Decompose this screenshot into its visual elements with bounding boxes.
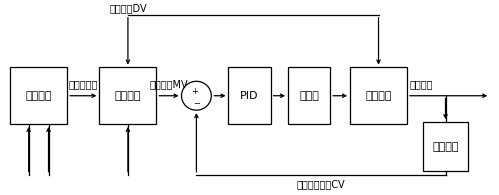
Bar bbox=[288, 67, 330, 124]
Text: 专家系统: 专家系统 bbox=[25, 91, 52, 101]
Text: 目标控制变量CV: 目标控制变量CV bbox=[296, 179, 345, 190]
Text: 被控对象: 被控对象 bbox=[365, 91, 392, 101]
Text: 操作变量MV: 操作变量MV bbox=[150, 79, 188, 89]
Text: PID: PID bbox=[240, 91, 259, 101]
Ellipse shape bbox=[182, 81, 211, 110]
Bar bbox=[350, 67, 407, 124]
Text: 执行器: 执行器 bbox=[299, 91, 319, 101]
Text: +: + bbox=[191, 87, 198, 96]
Text: 最优指标值: 最优指标值 bbox=[68, 79, 98, 89]
Text: −: − bbox=[193, 99, 200, 108]
Bar bbox=[10, 67, 67, 124]
Text: 扰动变量DV: 扰动变量DV bbox=[109, 3, 147, 13]
Bar bbox=[229, 67, 270, 124]
Text: 现场检测: 现场检测 bbox=[432, 142, 459, 152]
Text: 先进控制: 先进控制 bbox=[115, 91, 141, 101]
Bar bbox=[423, 122, 468, 171]
Text: 系统输出: 系统输出 bbox=[410, 79, 433, 89]
Bar bbox=[99, 67, 157, 124]
